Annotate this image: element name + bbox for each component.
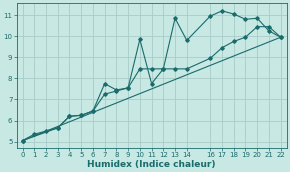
X-axis label: Humidex (Indice chaleur): Humidex (Indice chaleur)	[87, 159, 216, 169]
